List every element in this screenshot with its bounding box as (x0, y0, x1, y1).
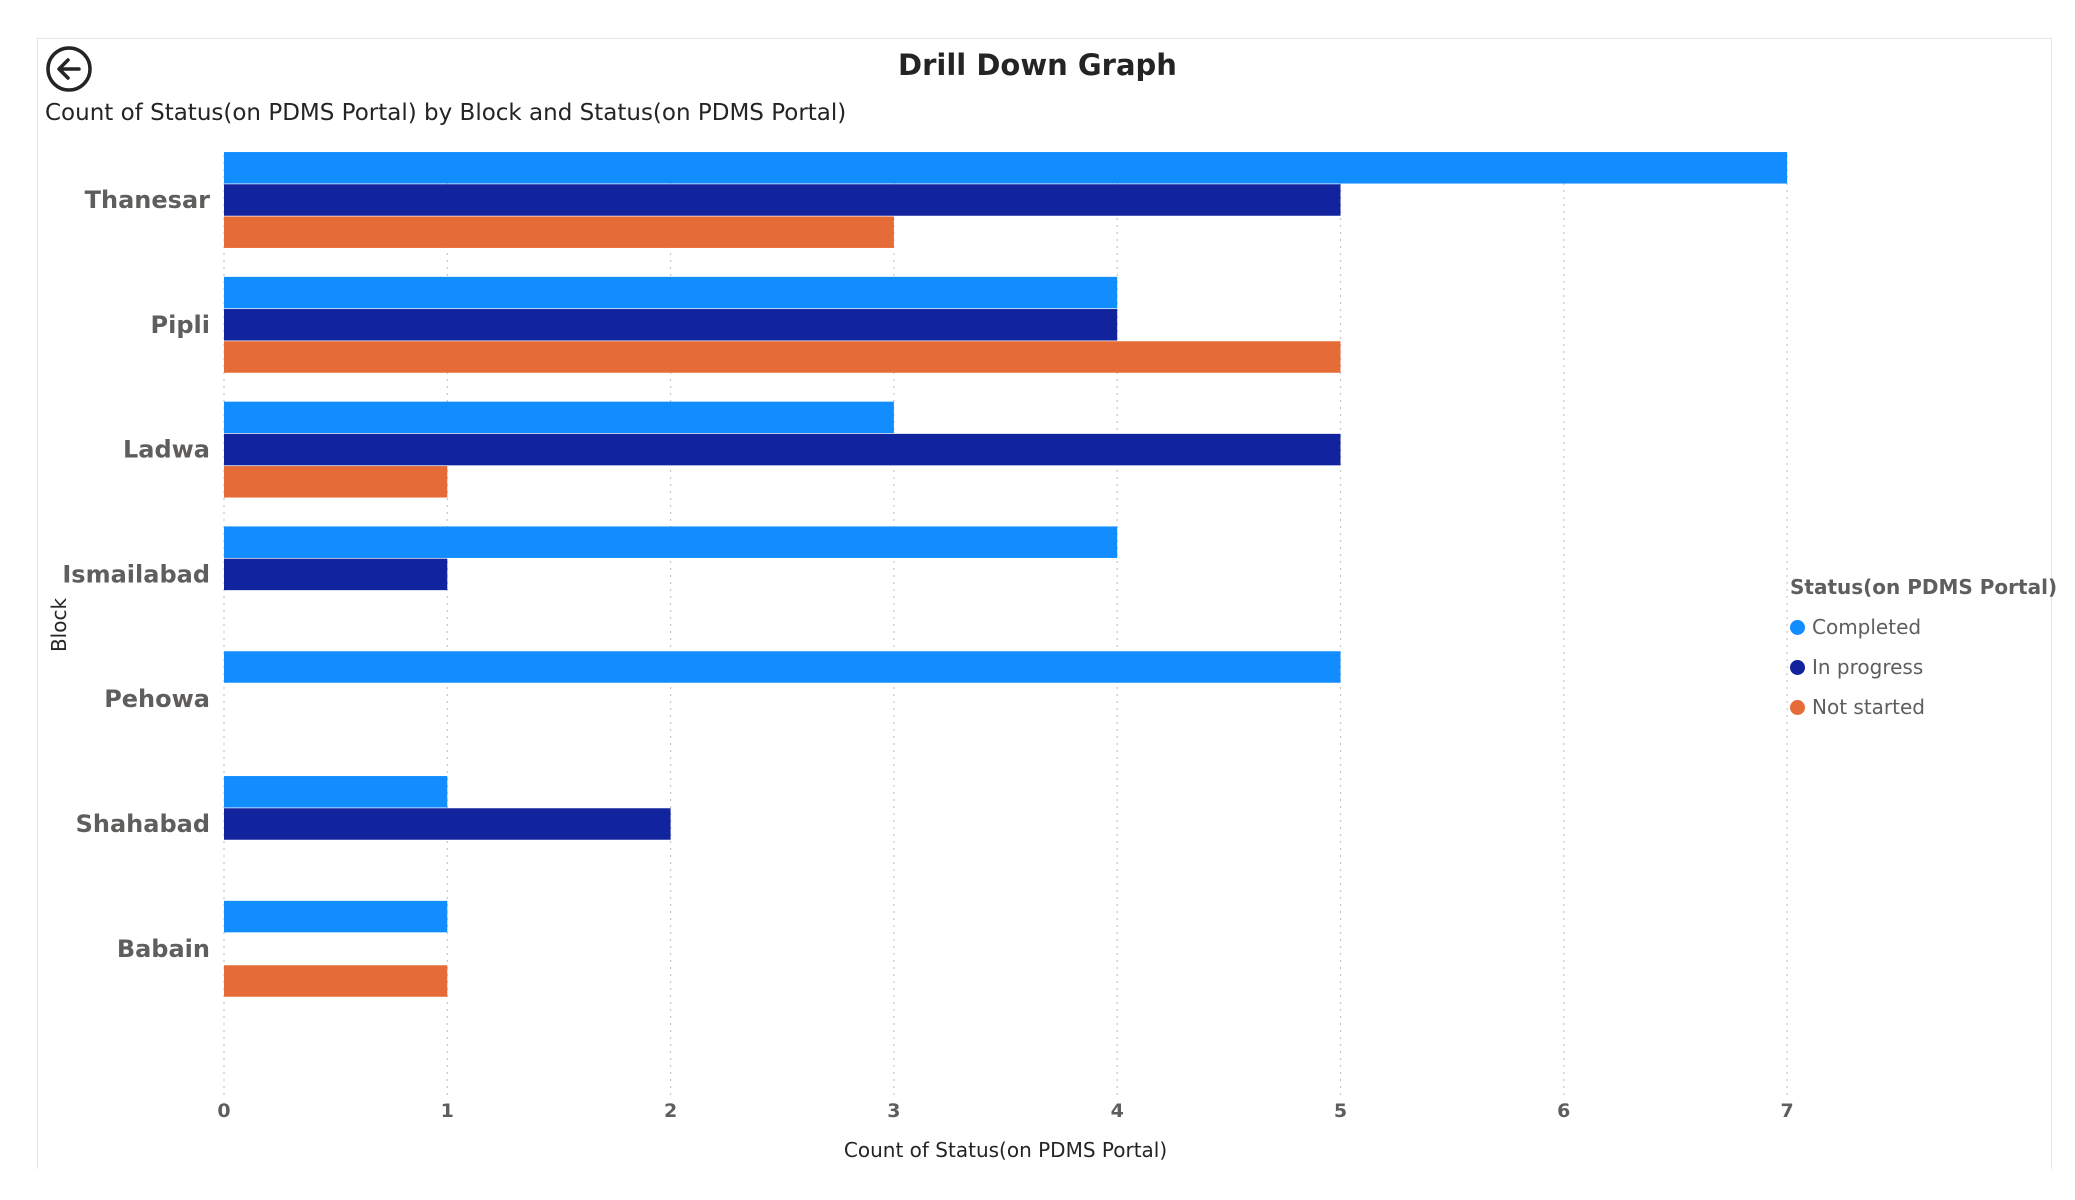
x-tick-label: 7 (1780, 1100, 1793, 1122)
x-tick-label: 6 (1557, 1100, 1570, 1122)
bar-not-started (224, 466, 448, 498)
bar-completed (224, 526, 1118, 558)
page-title: Drill Down Graph (898, 48, 1177, 82)
y-axis-title: Block (47, 598, 71, 653)
x-tick-label: 1 (441, 1100, 454, 1122)
bar-not-started (224, 965, 448, 997)
legend-item[interactable]: Completed (1790, 607, 2057, 647)
legend-label: Completed (1812, 615, 1922, 639)
bar-completed (224, 900, 448, 933)
x-tick-label: 4 (1111, 1100, 1124, 1122)
bar-completed (224, 776, 448, 808)
x-axis-title: Count of Status(on PDMS Portal) (844, 1138, 1167, 1162)
y-category-label: Pehowa (104, 685, 210, 713)
y-category-label: Thanesar (85, 186, 210, 214)
legend-label: In progress (1812, 655, 1924, 679)
legend-marker (1790, 699, 1805, 715)
legend-item[interactable]: In progress (1790, 647, 2057, 687)
legend: Status(on PDMS Portal) Completed In progr… (1790, 575, 2057, 727)
bar-in-progress (224, 433, 1341, 466)
x-tick-label: 5 (1334, 1100, 1347, 1122)
bar-in-progress (224, 558, 448, 591)
arrow-left-circle-icon (46, 46, 92, 92)
bar-in-progress (224, 309, 1118, 341)
legend-item[interactable]: Not started (1790, 687, 2057, 727)
bar-completed (224, 276, 1118, 309)
x-tick-label: 0 (217, 1100, 230, 1122)
chart-title: Count of Status(on PDMS Portal) by Block… (45, 100, 847, 126)
x-tick-label: 3 (887, 1100, 900, 1122)
bar-completed (224, 651, 1341, 683)
y-category-label: Ismailabad (62, 560, 210, 588)
bar-completed (224, 401, 894, 434)
y-category-label: Shahabad (76, 810, 210, 838)
bar-not-started (224, 341, 1341, 373)
y-category-label: Ladwa (123, 436, 210, 464)
legend-label: Not started (1812, 695, 1925, 719)
legend-title: Status(on PDMS Portal) (1790, 575, 2058, 599)
bar-in-progress (224, 184, 1341, 216)
x-tick-label: 2 (664, 1100, 677, 1122)
bar-completed (224, 152, 1788, 184)
legend-marker (1790, 659, 1805, 675)
back-button[interactable] (45, 45, 93, 93)
y-category-label: Pipli (151, 311, 210, 339)
bar-not-started (224, 216, 894, 248)
legend-marker (1790, 619, 1805, 635)
y-category-label: Babain (117, 935, 210, 963)
bar-in-progress (224, 808, 671, 840)
